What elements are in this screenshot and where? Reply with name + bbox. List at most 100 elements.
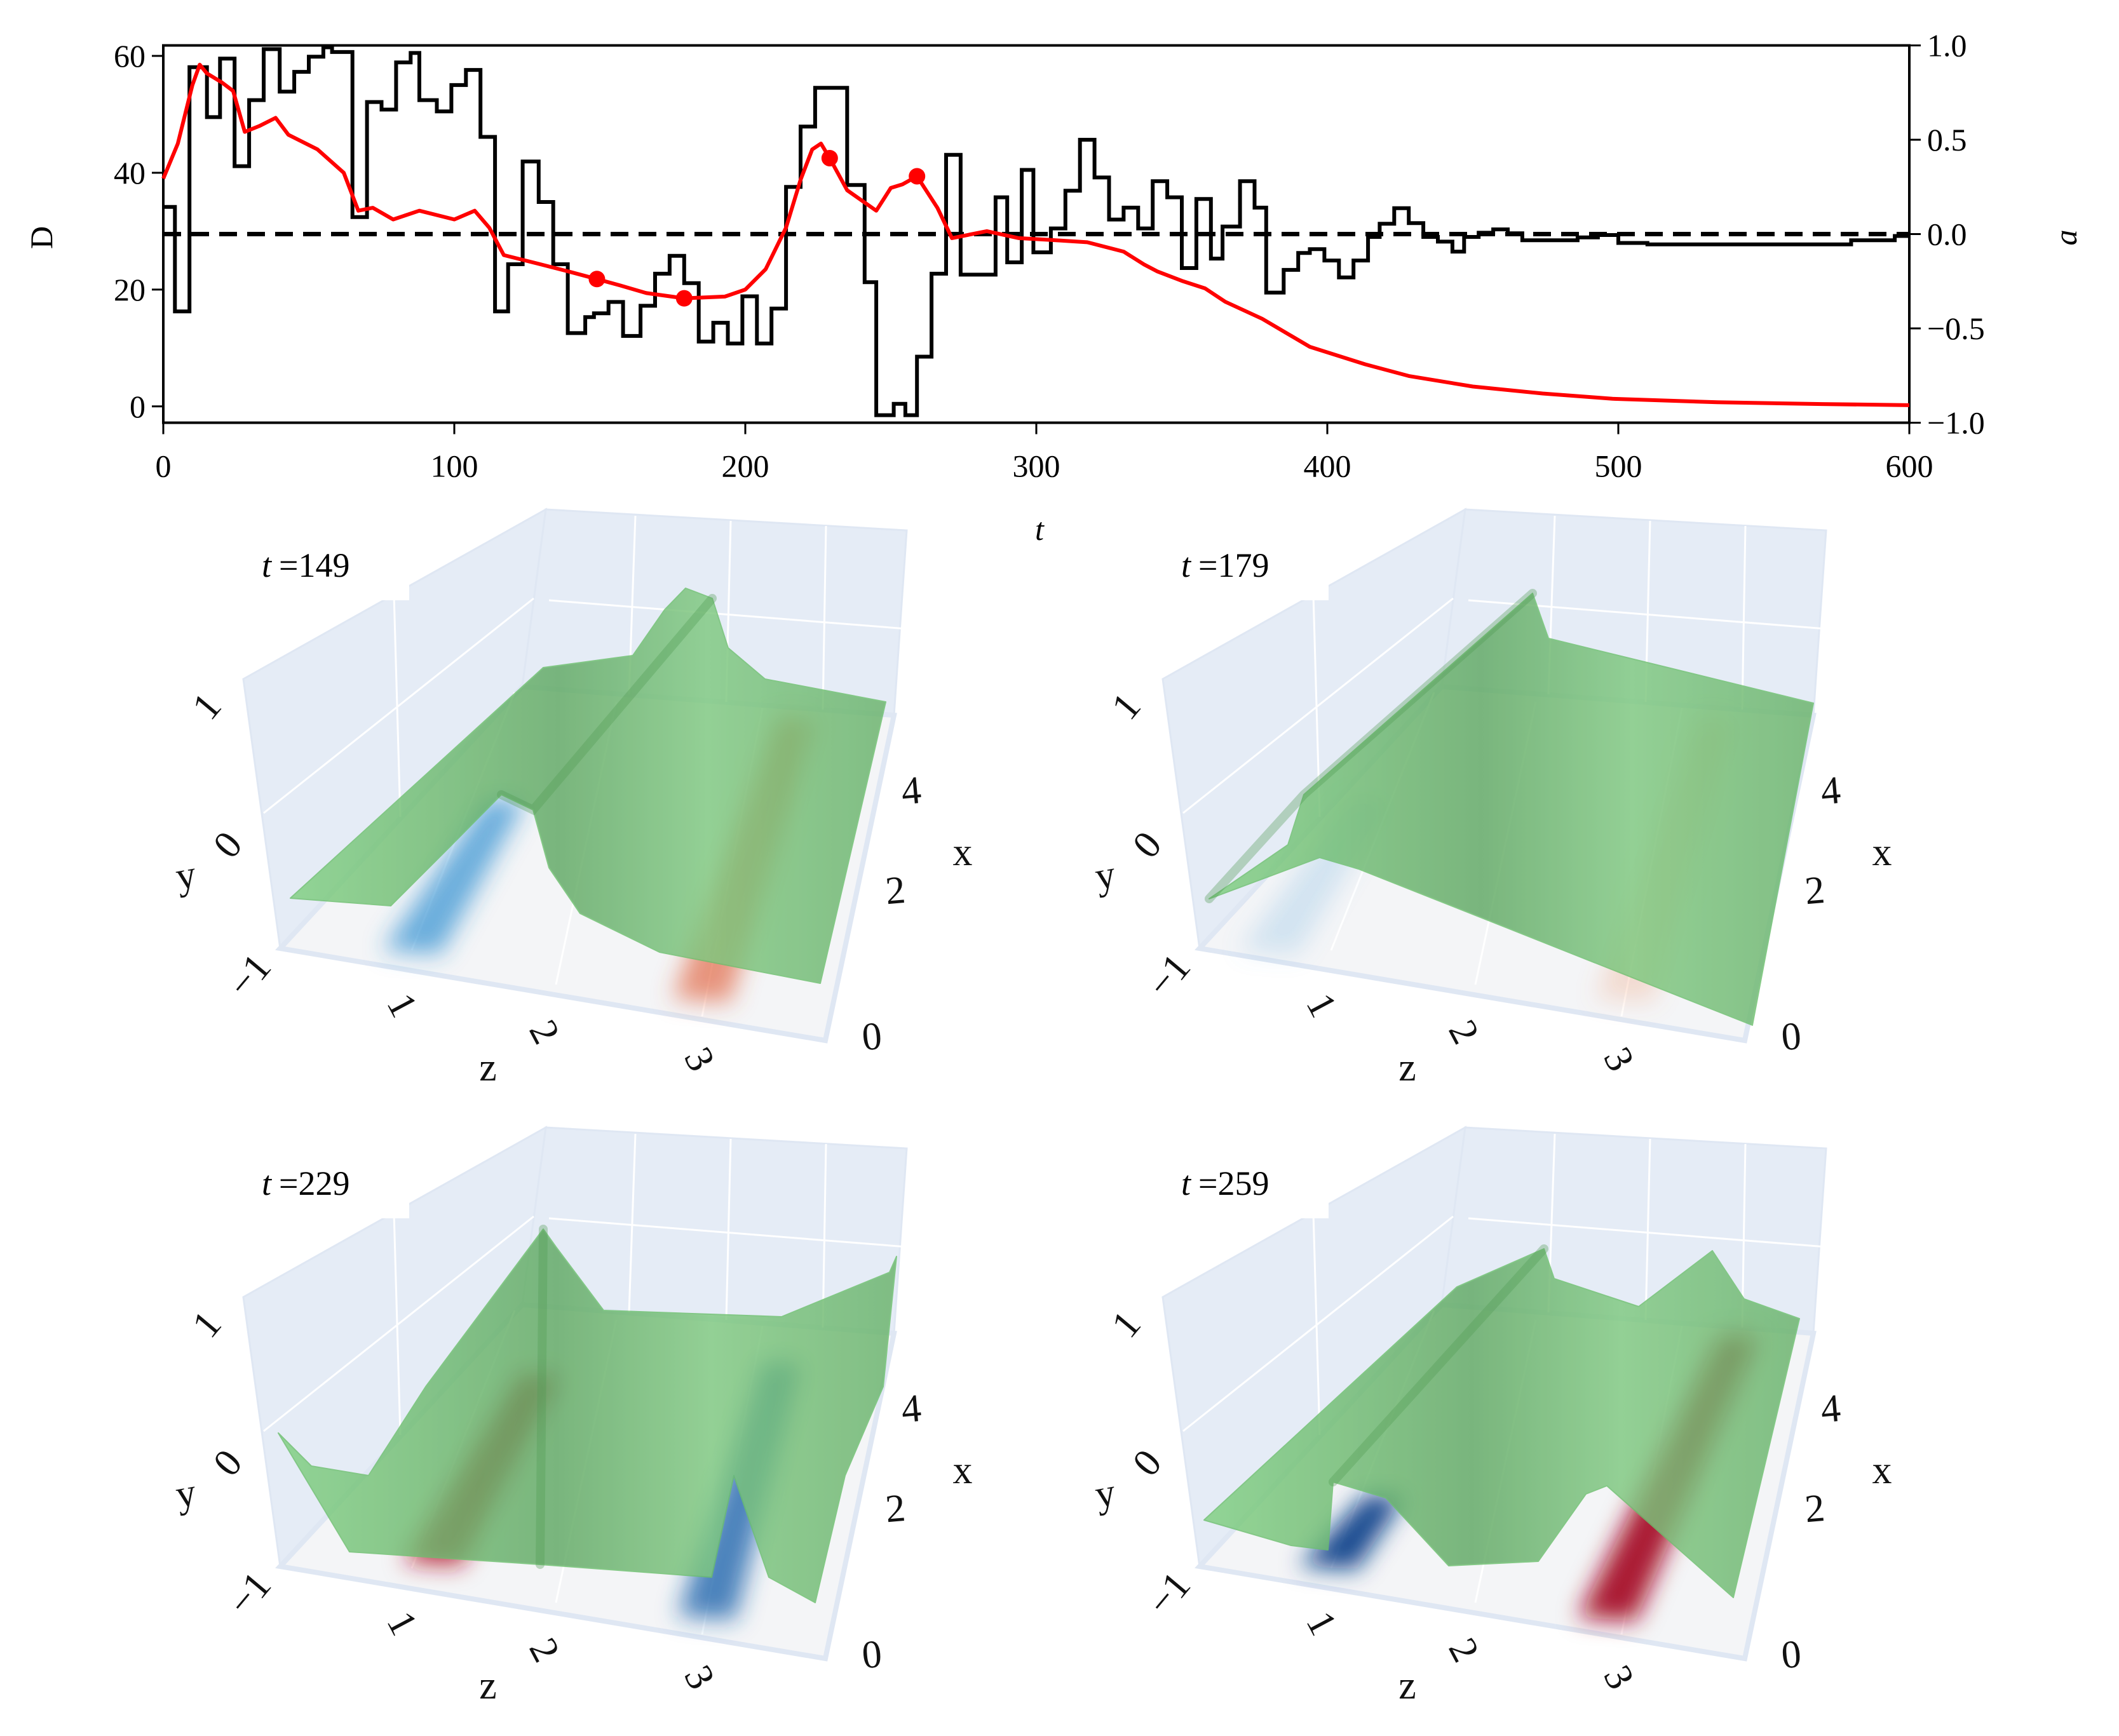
grid-line xyxy=(263,1215,534,1432)
x-tick-label: 600 xyxy=(1886,448,1933,484)
z-tick-label: 1 xyxy=(1297,986,1345,1024)
z-tick-label: 1 xyxy=(378,986,426,1024)
x-tick-label: 0 xyxy=(156,448,172,484)
z-axis-label: z xyxy=(1398,1664,1416,1707)
z-axis-label: z xyxy=(479,1046,497,1089)
panel-time-label: t =229 xyxy=(262,1164,349,1202)
time-variable: t xyxy=(262,546,273,584)
x-axis-label: t xyxy=(1035,511,1045,547)
y-tick-label: 0 xyxy=(130,389,146,424)
y-axis-label: y xyxy=(1092,852,1118,898)
y-tick-label: 1 xyxy=(1104,685,1149,727)
time-variable: t xyxy=(1181,546,1192,584)
highlight-marker xyxy=(675,290,693,307)
series-a-step-line xyxy=(163,45,1909,417)
x-tick-label: 100 xyxy=(431,448,478,484)
y-tick-label: 1 xyxy=(1104,1303,1149,1345)
x-tick-label: 0 xyxy=(860,1014,884,1059)
x-axis-label: x xyxy=(1872,1449,1892,1492)
isosurface xyxy=(290,588,886,984)
highlight-marker xyxy=(909,168,926,185)
y2-tick-label: −0.5 xyxy=(1927,311,1985,346)
grid-line xyxy=(1182,1215,1454,1432)
grid-line xyxy=(1182,597,1454,814)
y-right-axis-label: a xyxy=(2048,230,2083,246)
surface-fold-shading xyxy=(497,594,717,816)
y-axis-label: y xyxy=(172,852,199,898)
surface-plot: t =179 1 0 −1 y 1 2 3 z 0 2 4x xyxy=(1078,502,1892,1089)
time-variable: t xyxy=(262,1164,273,1202)
z-axis-label: z xyxy=(479,1664,497,1707)
y-tick-label: 1 xyxy=(184,685,230,727)
surface-panel-3: t =229 1 0 −1 y 1 2 3 z 0 2 4 x xyxy=(159,1120,985,1723)
y-tick-label: 60 xyxy=(114,38,146,74)
y-axis-label: y xyxy=(1092,1470,1118,1516)
y2-tick-label: −1.0 xyxy=(1927,405,1985,441)
x-axis-label: x xyxy=(1872,831,1892,874)
grid-line xyxy=(263,597,534,814)
x-axis-label: x xyxy=(953,1449,973,1492)
surface-fold-shading xyxy=(536,1225,548,1569)
surface-panel-1: t =149 1 0 −1 y 1 2 3 z 0 2 4 x xyxy=(159,502,985,1105)
x-tick-label: 4 xyxy=(900,1387,923,1431)
y-tick-label: 40 xyxy=(114,155,146,191)
grid-line xyxy=(1468,1217,1827,1248)
surface-plot: t =259 1 0 −1 y 1 2 3 z 0 2 4x xyxy=(1078,1120,1892,1707)
y2-tick-label: 0.5 xyxy=(1927,122,1967,158)
y-tick-label: 0 xyxy=(1125,1441,1170,1484)
y-tick-label: 0 xyxy=(205,823,251,866)
y-tick-label: −1 xyxy=(1139,1564,1198,1624)
isosurface xyxy=(278,1228,897,1603)
grid-line xyxy=(628,1133,637,1313)
x-tick-label: 4 xyxy=(900,769,923,813)
grid-line xyxy=(1312,594,1321,818)
title-background xyxy=(159,1120,409,1218)
panel-time-label: t =259 xyxy=(1181,1164,1269,1202)
x-tick-label: 2 xyxy=(884,1486,907,1531)
time-value: =259 xyxy=(1198,1164,1269,1202)
x-tick-label: 500 xyxy=(1595,448,1642,484)
grid-line xyxy=(822,1143,827,1328)
grid-line xyxy=(548,599,907,630)
time-value: =179 xyxy=(1198,546,1269,584)
z-tick-label: 2 xyxy=(1440,1013,1487,1051)
x-tick-label: 4 xyxy=(1819,769,1843,813)
x-tick-label: 2 xyxy=(1803,868,1827,913)
heatmap-stripe xyxy=(1299,1494,1405,1570)
grid-line xyxy=(1644,1138,1651,1321)
grid-line xyxy=(393,1212,402,1436)
x-axis-label: x xyxy=(953,831,973,874)
z-tick-label: 1 xyxy=(1297,1605,1345,1642)
y-axis-label: y xyxy=(172,1470,199,1516)
y-tick-label: −1 xyxy=(219,946,279,1006)
grid-line xyxy=(1741,525,1747,710)
y-tick-label: −1 xyxy=(1139,946,1198,1006)
x-tick-label: 0 xyxy=(860,1632,884,1677)
grid-line xyxy=(393,594,402,818)
surface-plot: t =149 1 0 −1 y 1 2 3 z 0 2 4x xyxy=(159,502,973,1089)
grid-line xyxy=(822,525,827,710)
time-series-chart: 0 100 200 300 400 500 600 0 20 40 60 1.0 0.5 0.0 −0.… xyxy=(24,28,2083,548)
panel-time-label: t =149 xyxy=(262,546,349,584)
surface-panel-4: t =259 1 0 −1 y 1 2 3 z 0 2 4 x xyxy=(1078,1120,1904,1723)
highlight-marker xyxy=(821,149,838,166)
surface-fold-shading xyxy=(1205,589,1537,903)
y2-tick-label: 1.0 xyxy=(1927,28,1967,64)
x-tick-label: 300 xyxy=(1013,448,1060,484)
surface-plot: t =229 1 0 −1 y 1 2 3 z 0 2 4x xyxy=(159,1120,973,1707)
y-right-tick-labels: 1.0 0.5 0.0 −0.5 −1.0 xyxy=(1927,28,1985,441)
series-d-line xyxy=(161,62,1910,407)
z-tick-label: 3 xyxy=(1595,1659,1642,1696)
time-value: =149 xyxy=(279,546,349,584)
x-tick-label: 2 xyxy=(884,868,907,913)
time-variable: t xyxy=(1181,1164,1192,1202)
isosurface xyxy=(1208,593,1814,1026)
x-tick-label: 2 xyxy=(1803,1486,1827,1531)
highlight-markers xyxy=(588,149,926,307)
z-tick-label: 3 xyxy=(675,1659,723,1696)
panel-time-label: t =179 xyxy=(1181,546,1269,584)
z-axis-label: z xyxy=(1398,1046,1416,1089)
x-tick-label: 200 xyxy=(722,448,769,484)
z-tick-label: 3 xyxy=(1595,1040,1642,1078)
z-tick-label: 1 xyxy=(378,1605,426,1642)
